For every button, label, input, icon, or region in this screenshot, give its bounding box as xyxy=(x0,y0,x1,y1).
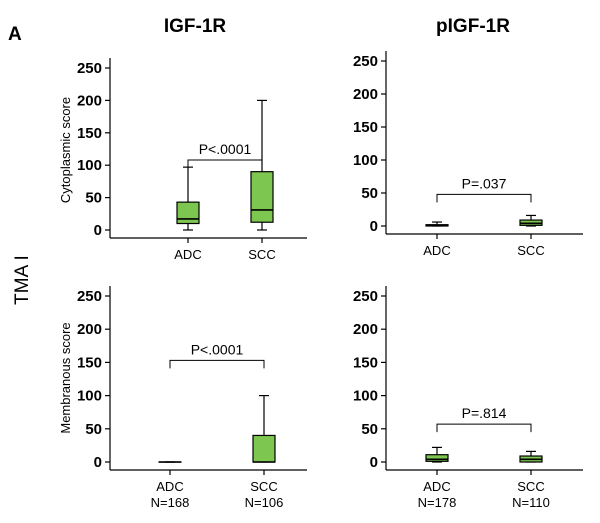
chart-panel-top-right: 0 50 100 150 200 250 ADC SCC P=.037 xyxy=(353,51,583,258)
y-tick-label: 0 xyxy=(94,222,102,239)
y-tick-label: 0 xyxy=(370,218,378,235)
y-tick-label: 250 xyxy=(77,60,102,77)
box-iqr xyxy=(250,171,274,223)
x-tick-label: N=168 xyxy=(151,495,190,510)
box-iqr xyxy=(252,434,276,463)
x-tick-label: N=110 xyxy=(512,495,550,510)
ylabel-membranous: Membranous score xyxy=(58,322,73,433)
y-tick-label: 250 xyxy=(353,53,378,70)
y-tick-label: 150 xyxy=(353,119,378,136)
y-tick-label: 50 xyxy=(361,185,378,202)
panel-label: A xyxy=(8,24,22,45)
y-tick-label: 100 xyxy=(77,388,102,405)
y-tick-label: 150 xyxy=(353,354,378,371)
x-tick-label: ADC xyxy=(423,243,450,258)
box-adc xyxy=(425,446,449,463)
significance-bracket xyxy=(436,193,532,203)
box-iqr xyxy=(176,201,200,225)
column-title-igf1r: IGF-1R xyxy=(164,16,227,37)
y-tick-label: 100 xyxy=(77,157,102,174)
x-tick-label: SCC xyxy=(250,479,277,494)
y-tick-label: 200 xyxy=(77,92,102,109)
column-title-pigf1r: pIGF-1R xyxy=(436,16,510,37)
significance-bracket xyxy=(169,359,265,369)
x-tick-label: SCC xyxy=(517,479,544,494)
x-tick-label: ADC xyxy=(423,479,450,494)
y-tick-label: 100 xyxy=(353,152,378,169)
p-value-label: P=.814 xyxy=(462,405,507,421)
y-tick-label: 100 xyxy=(353,388,378,405)
y-tick-label: 50 xyxy=(361,421,378,438)
box-scc xyxy=(519,214,543,227)
p-value-label: P=.037 xyxy=(462,175,507,191)
box-adc xyxy=(176,166,200,231)
x-tick-label: SCC xyxy=(517,243,544,258)
x-tick-label: N=106 xyxy=(245,495,284,510)
p-value-label: P<.0001 xyxy=(191,341,244,357)
box-scc xyxy=(252,395,276,463)
x-tick-label: ADC xyxy=(156,479,183,494)
y-tick-label: 200 xyxy=(353,321,378,338)
side-label: TMA I xyxy=(12,255,33,305)
y-tick-label: 0 xyxy=(94,454,102,471)
y-tick-label: 250 xyxy=(353,288,378,305)
significance-bracket xyxy=(187,159,263,169)
box-adc xyxy=(425,221,449,227)
y-tick-label: 50 xyxy=(85,190,102,207)
y-tick-label: 0 xyxy=(370,454,378,471)
y-tick-label: 150 xyxy=(77,125,102,142)
x-tick-label: SCC xyxy=(248,247,275,262)
significance-bracket xyxy=(436,423,532,433)
y-tick-label: 250 xyxy=(77,288,102,305)
y-tick-label: 150 xyxy=(77,354,102,371)
box-iqr xyxy=(425,454,449,462)
x-tick-label: N=178 xyxy=(418,495,457,510)
box-scc xyxy=(519,450,543,463)
x-tick-label: ADC xyxy=(174,247,201,262)
p-value-label: P<.0001 xyxy=(199,141,252,157)
chart-panel-top-left: 0 50 100 150 200 250 ADC SCC P<.0001 xyxy=(77,58,307,262)
y-tick-label: 200 xyxy=(353,86,378,103)
y-tick-label: 200 xyxy=(77,321,102,338)
y-tick-label: 50 xyxy=(85,421,102,438)
ylabel-cytoplasmic: Cytoplasmic score xyxy=(58,97,73,203)
